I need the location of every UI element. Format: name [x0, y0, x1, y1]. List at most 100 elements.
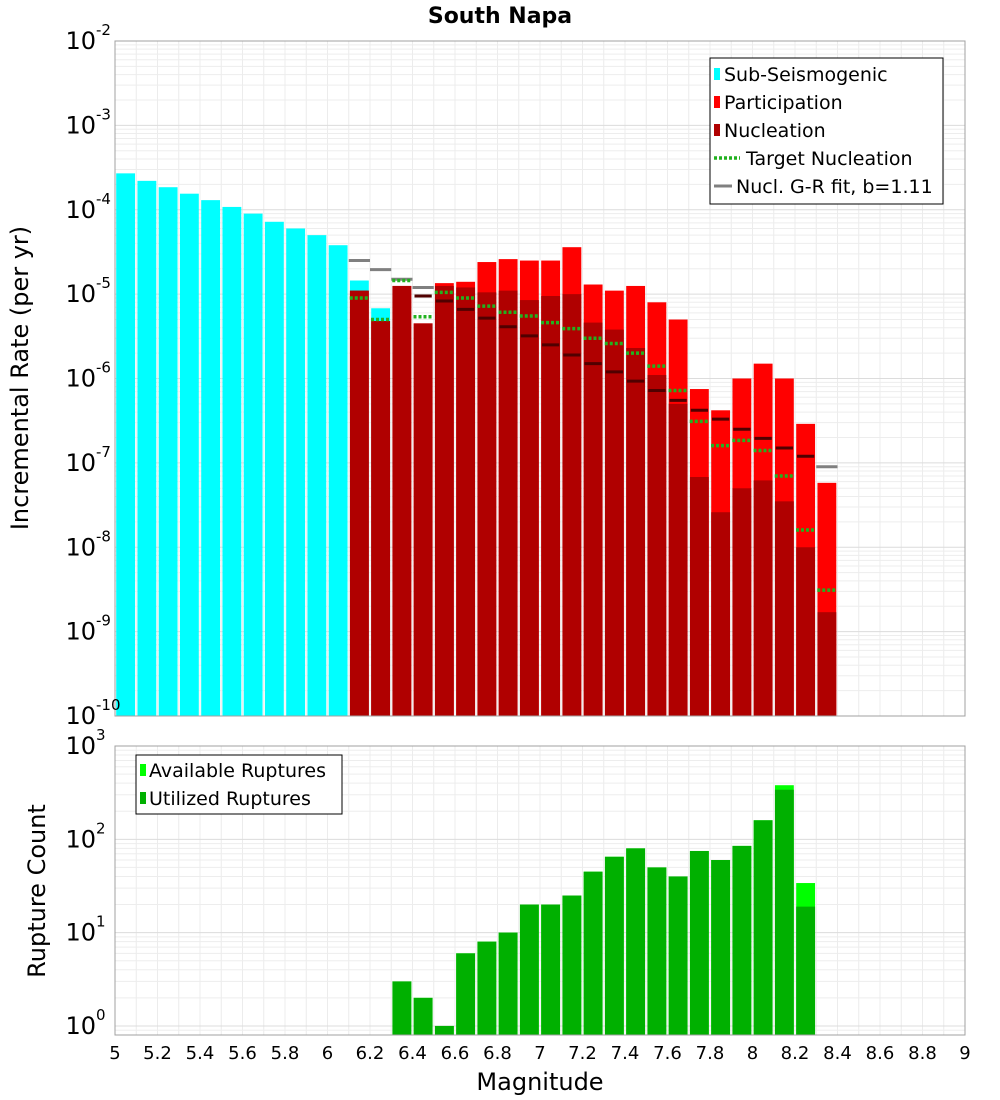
magnitude-x-ticks: 5 5.2 5.4 5.6 5.8 6 6.2 6.4 6.6 6.8 7 7.2 7.4 7.6 7.8 8…	[109, 1043, 970, 1064]
utilized-ruptures-bar	[413, 997, 433, 1035]
nucleation-bar	[434, 285, 454, 716]
sub-seismogenic-bar	[307, 235, 327, 716]
nucleation-bar	[753, 480, 773, 716]
nucleation-bar	[413, 323, 433, 716]
count-y-tick-label-base: 10	[65, 732, 96, 760]
magnitude-tick-label: 8.8	[908, 1043, 937, 1064]
rate-legend-box	[709, 57, 944, 205]
count-y-tick-label-exponent: 0	[96, 1006, 106, 1024]
magnitude-tick-label: 7.6	[653, 1043, 682, 1064]
magnitude-tick-label: 5.6	[228, 1043, 257, 1064]
legend-label-sub_seismogenic: Sub-Seismogenic	[724, 64, 888, 86]
count-y-tick-label-base: 10	[65, 1012, 96, 1040]
utilized-ruptures-bar	[668, 876, 688, 1035]
utilized-ruptures-bar	[541, 904, 561, 1035]
utilized-ruptures-bar	[456, 953, 476, 1035]
utilized-ruptures-bar	[498, 932, 518, 1035]
utilized-ruptures-bar	[604, 856, 624, 1035]
rate-y-tick-label-base: 10	[65, 702, 96, 730]
magnitude-tick-label: 7.4	[611, 1043, 640, 1064]
rupture-count-y-axis-title: Rupture Count	[23, 804, 51, 978]
rate-y-tick-label-exponent: -8	[96, 527, 111, 545]
utilized-ruptures-bar	[711, 860, 731, 1035]
magnitude-tick-label: 5.2	[143, 1043, 172, 1064]
sub-seismogenic-bar	[116, 173, 136, 716]
magnitude-tick-label: 6.4	[398, 1043, 427, 1064]
utilized-ruptures-bar	[732, 845, 752, 1035]
rate-y-tick-label-exponent: -3	[96, 105, 111, 123]
rate-y-tick-label-exponent: -10	[96, 696, 121, 714]
nucleation-bar	[647, 375, 667, 716]
nucleation-bar	[349, 290, 369, 716]
utilized-ruptures-bar	[796, 906, 816, 1035]
nucleation-bar	[583, 322, 603, 716]
utilized-ruptures-bar	[519, 904, 539, 1035]
nucleation-bar	[668, 403, 688, 716]
rate-y-tick-label-base: 10	[65, 196, 96, 224]
rate-legend: Sub-Seismogenic Participation Nucleation Ta…	[709, 57, 944, 205]
magnitude-tick-label: 6.8	[483, 1043, 512, 1064]
legend-label-nucleation: Nucleation	[724, 120, 826, 142]
rate-y-tick-label-base: 10	[65, 280, 96, 308]
nucleation-bar	[371, 321, 391, 716]
legend-label-participation: Participation	[724, 92, 843, 114]
count-y-tick-label-base: 10	[65, 919, 96, 947]
legend-swatch-utilized	[140, 792, 146, 804]
rate-y-tick-label-exponent: -7	[96, 443, 111, 461]
utilized-ruptures-bar	[434, 1025, 454, 1035]
magnitude-tick-label: 6.6	[441, 1043, 470, 1064]
magnitude-tick-label: 5.4	[186, 1043, 215, 1064]
rate-y-tick-label-base: 10	[65, 365, 96, 393]
utilized-ruptures-bar	[562, 895, 582, 1035]
sub-seismogenic-bar	[328, 245, 348, 717]
utilized-ruptures-bar	[392, 981, 412, 1035]
count-y-tick-label-exponent: 3	[96, 726, 106, 744]
nucleation-bar	[689, 477, 709, 716]
magnitude-tick-label: 5	[109, 1043, 120, 1064]
count-y-tick-label-base: 10	[65, 825, 96, 853]
legend-swatch-nucleation	[714, 124, 720, 136]
sub-seismogenic-bar	[243, 213, 263, 717]
magnitude-tick-label: 7.2	[568, 1043, 597, 1064]
nucleation-bar	[541, 296, 561, 716]
utilized-ruptures-bar	[477, 941, 497, 1035]
count-bars	[392, 785, 816, 1035]
legend-swatch-available	[140, 764, 146, 776]
rate-y-axis-title: Incremental Rate (per yr)	[6, 226, 34, 530]
rate-bars	[116, 173, 837, 717]
legend-label-gr_fit: Nucl. G-R fit, b=1.11	[736, 176, 933, 198]
nucleation-bar	[498, 290, 518, 716]
sub-seismogenic-bar	[286, 228, 306, 716]
legend-swatch-sub_seismogenic	[714, 68, 720, 80]
magnitude-tick-label: 6.2	[356, 1043, 385, 1064]
nucleation-bar	[519, 300, 539, 716]
sub-seismogenic-bar	[137, 180, 157, 716]
nucleation-bar	[796, 547, 816, 716]
nucleation-bar	[711, 512, 731, 716]
rate-y-tick-label-exponent: -9	[96, 612, 111, 630]
nucleation-bar	[456, 287, 476, 716]
sub-seismogenic-bar	[179, 193, 199, 716]
rate-y-tick-label-exponent: -4	[96, 190, 111, 208]
rate-plot-border	[114, 40, 966, 717]
rate-y-tick-label-base: 10	[65, 27, 96, 55]
magnitude-tick-label: 9	[959, 1043, 970, 1064]
sub-seismogenic-bar	[201, 200, 221, 716]
rate-y-tick-label-base: 10	[65, 618, 96, 646]
nucleation-bar	[562, 294, 582, 716]
magnitude-tick-label: 7.8	[696, 1043, 725, 1064]
nucleation-bar	[774, 501, 794, 716]
magnitude-tick-label: 8	[747, 1043, 758, 1064]
utilized-ruptures-bar	[689, 850, 709, 1035]
utilized-ruptures-bar	[626, 848, 646, 1035]
nucleation-bar	[817, 612, 837, 716]
legend-swatch-participation	[714, 96, 720, 108]
magnitude-tick-label: 8.4	[823, 1043, 852, 1064]
utilized-ruptures-bar	[647, 867, 667, 1035]
magnitude-tick-label: 8.6	[866, 1043, 895, 1064]
